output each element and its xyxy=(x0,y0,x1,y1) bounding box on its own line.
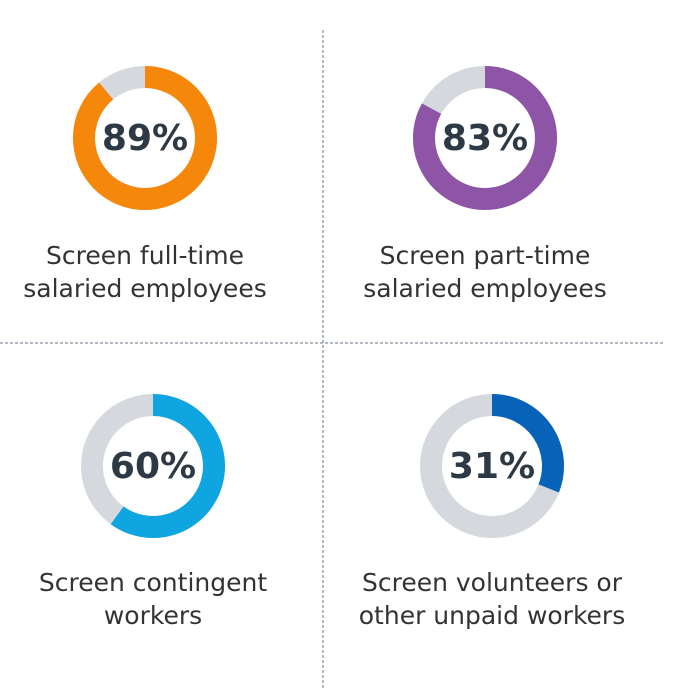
donut-arc xyxy=(110,394,225,538)
donut-caption: workers xyxy=(104,601,202,630)
donut-caption: Screen part-time xyxy=(380,241,591,270)
donut-caption: salaried employees xyxy=(363,274,606,303)
donut-caption: Screen volunteers or xyxy=(362,568,623,597)
donut-arc xyxy=(413,66,557,210)
donut-caption: Screen full-time xyxy=(46,241,244,270)
donut-value-label: 83% xyxy=(442,118,528,159)
donut-caption: Screen contingent xyxy=(39,568,267,597)
donut-arc xyxy=(73,66,217,210)
donut-value-label: 31% xyxy=(449,446,535,487)
donut-caption: salaried employees xyxy=(23,274,266,303)
donut-caption: other unpaid workers xyxy=(359,601,625,630)
donut-arc xyxy=(491,394,564,493)
donut-value-label: 60% xyxy=(110,446,196,487)
donut-value-label: 89% xyxy=(102,118,188,159)
